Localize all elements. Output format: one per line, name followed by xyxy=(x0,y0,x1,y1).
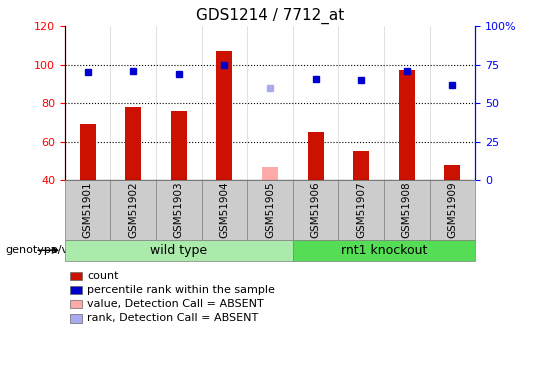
Text: GSM51903: GSM51903 xyxy=(174,182,184,238)
Bar xyxy=(444,165,461,180)
Text: rnt1 knockout: rnt1 knockout xyxy=(341,244,427,257)
Text: GSM51908: GSM51908 xyxy=(402,182,412,238)
Bar xyxy=(125,107,141,180)
Text: GSM51904: GSM51904 xyxy=(219,182,230,238)
Text: value, Detection Call = ABSENT: value, Detection Call = ABSENT xyxy=(87,299,264,309)
Bar xyxy=(79,124,96,180)
Bar xyxy=(308,132,323,180)
Title: GDS1214 / 7712_at: GDS1214 / 7712_at xyxy=(196,7,344,24)
Text: GSM51902: GSM51902 xyxy=(128,182,138,238)
Text: count: count xyxy=(87,271,119,280)
Text: wild type: wild type xyxy=(150,244,207,257)
Bar xyxy=(353,151,369,180)
Text: GSM51909: GSM51909 xyxy=(448,182,457,238)
Text: GSM51901: GSM51901 xyxy=(83,182,92,238)
Text: percentile rank within the sample: percentile rank within the sample xyxy=(87,285,275,295)
Text: GSM51906: GSM51906 xyxy=(310,182,321,238)
Bar xyxy=(399,70,415,180)
Bar xyxy=(171,111,187,180)
Text: rank, Detection Call = ABSENT: rank, Detection Call = ABSENT xyxy=(87,314,259,323)
Text: GSM51905: GSM51905 xyxy=(265,182,275,238)
Bar xyxy=(262,166,278,180)
Text: genotype/variation: genotype/variation xyxy=(5,245,111,255)
Bar xyxy=(217,51,232,180)
Text: GSM51907: GSM51907 xyxy=(356,182,366,238)
